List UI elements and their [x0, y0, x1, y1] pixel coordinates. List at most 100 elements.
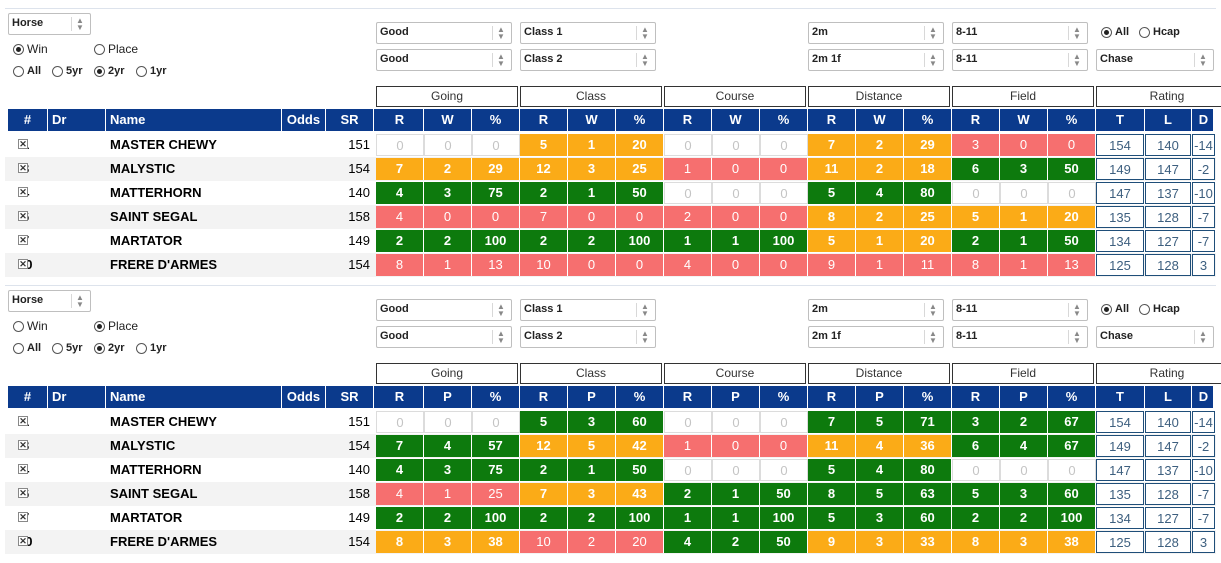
- close-x-box-icon[interactable]: ✕: [18, 259, 28, 269]
- runner-name[interactable]: MARTATOR: [110, 510, 183, 525]
- runner-name[interactable]: MALYSTIC: [110, 438, 176, 453]
- header-going-pct: %: [472, 386, 520, 408]
- distance-select-2[interactable]: 2m 1f ▲ ▼: [808, 49, 944, 71]
- going-select-2[interactable]: Good ▲ ▼: [376, 49, 512, 71]
- close-x-box-icon[interactable]: ✕: [18, 512, 28, 522]
- stat-cell-going: 1: [424, 483, 472, 505]
- runner-name[interactable]: MARTATOR: [110, 233, 183, 248]
- rating-cell-d: -7: [1192, 483, 1215, 505]
- stat-cell-going: 2: [376, 507, 424, 529]
- runner-name[interactable]: FRERE D'ARMES: [110, 534, 218, 549]
- distance-select-2[interactable]: 2m 1f ▲ ▼: [808, 326, 944, 348]
- class-select-2[interactable]: Class 2 ▲ ▼: [520, 49, 656, 71]
- close-x-box-icon[interactable]: ✕: [18, 235, 28, 245]
- stat-cell-class: 5: [568, 435, 616, 457]
- runner-name[interactable]: MASTER CHEWY: [110, 137, 217, 152]
- field-select-2[interactable]: 8-11 ▲ ▼: [952, 326, 1088, 348]
- close-x-box-icon[interactable]: ✕: [18, 488, 28, 498]
- race-type-select[interactable]: Chase ▲ ▼: [1096, 49, 1214, 71]
- runner-name[interactable]: MATTERHORN: [110, 462, 202, 477]
- radio-label: Hcap: [1153, 303, 1180, 315]
- close-x-box-icon[interactable]: ✕: [18, 163, 28, 173]
- result-radio-place[interactable]: Place: [94, 42, 138, 56]
- runner-name[interactable]: MALYSTIC: [110, 161, 176, 176]
- header-rating-t: T: [1096, 109, 1145, 131]
- field-select-1[interactable]: 8-11 ▲ ▼: [952, 22, 1088, 44]
- stat-cell-distance: 5: [856, 483, 904, 505]
- field-select-2[interactable]: 8-11 ▲ ▼: [952, 49, 1088, 71]
- stat-cell-going: 2: [424, 158, 472, 180]
- stat-cell-distance: 80: [904, 182, 952, 204]
- table-row: ✕10FRERE D'ARMES154833810220425093338338…: [5, 530, 1216, 554]
- radio-circle-icon: [94, 320, 105, 332]
- period-radio-1yr[interactable]: 1yr: [136, 342, 167, 354]
- runner-name[interactable]: SAINT SEGAL: [110, 209, 198, 224]
- radio-label: All: [1115, 303, 1130, 315]
- handicap-radio-hcap[interactable]: Hcap: [1139, 303, 1180, 315]
- period-radio-2yr[interactable]: 2yr: [94, 65, 125, 77]
- period-radio-all[interactable]: All: [13, 342, 41, 354]
- race-type-select[interactable]: Chase ▲ ▼: [1096, 326, 1214, 348]
- stat-cell-field: 1: [1000, 206, 1048, 228]
- result-radio-win[interactable]: Win: [13, 319, 48, 333]
- header-course-pct: %: [760, 109, 808, 131]
- result-radio-place[interactable]: Place: [94, 319, 138, 333]
- result-radio-win[interactable]: Win: [13, 42, 48, 56]
- rating-cell-l: 140: [1145, 134, 1191, 156]
- stat-cell-class: 3: [568, 483, 616, 505]
- handicap-radio-all[interactable]: All: [1101, 26, 1129, 38]
- distance-select-1[interactable]: 2m ▲ ▼: [808, 22, 944, 44]
- horse-select[interactable]: Horse ▲ ▼: [8, 13, 91, 35]
- radio-label: Win: [27, 42, 48, 56]
- runner-sr: 140: [348, 185, 370, 200]
- period-radio-all[interactable]: All: [13, 65, 41, 77]
- handicap-radio-all[interactable]: All: [1101, 303, 1129, 315]
- stat-cell-field: 0: [1048, 459, 1096, 481]
- period-radio-2yr[interactable]: 2yr: [94, 342, 125, 354]
- updown-arrow-icon: ▲ ▼: [492, 303, 509, 318]
- handicap-radio-hcap[interactable]: Hcap: [1139, 26, 1180, 38]
- rating-cell-t: 125: [1096, 531, 1144, 553]
- header-rating-l: L: [1145, 109, 1192, 131]
- period-radio-1yr[interactable]: 1yr: [136, 65, 167, 77]
- going-select-1[interactable]: Good ▲ ▼: [376, 22, 512, 44]
- runner-name[interactable]: MASTER CHEWY: [110, 414, 217, 429]
- runner-name[interactable]: FRERE D'ARMES: [110, 257, 218, 272]
- class-select-2[interactable]: Class 2 ▲ ▼: [520, 326, 656, 348]
- runner-name[interactable]: MATTERHORN: [110, 185, 202, 200]
- going-select-2[interactable]: Good ▲ ▼: [376, 326, 512, 348]
- header-class-pct: %: [616, 109, 664, 131]
- radio-circle-icon: [13, 43, 24, 55]
- stat-cell-course: 0: [760, 254, 808, 276]
- horse-select[interactable]: Horse ▲ ▼: [8, 290, 91, 312]
- header-dr: Dr: [48, 386, 106, 408]
- stat-cell-course: 4: [664, 531, 712, 553]
- rating-cell-l: 137: [1145, 459, 1191, 481]
- close-x-box-icon[interactable]: ✕: [18, 536, 28, 546]
- going-select-1[interactable]: Good ▲ ▼: [376, 299, 512, 321]
- class-select-1[interactable]: Class 1 ▲ ▼: [520, 299, 656, 321]
- close-x-box-icon[interactable]: ✕: [18, 416, 28, 426]
- close-x-box-icon[interactable]: ✕: [18, 464, 28, 474]
- field-select-1[interactable]: 8-11 ▲ ▼: [952, 299, 1088, 321]
- stat-cell-course: 0: [664, 182, 712, 204]
- stat-cell-class: 3: [568, 158, 616, 180]
- period-radio-5yr[interactable]: 5yr: [52, 65, 83, 77]
- stat-cell-class: 0: [616, 206, 664, 228]
- class-select-1[interactable]: Class 1 ▲ ▼: [520, 22, 656, 44]
- stat-cell-distance: 63: [904, 483, 952, 505]
- close-x-box-icon[interactable]: ✕: [18, 211, 28, 221]
- period-radio-5yr[interactable]: 5yr: [52, 342, 83, 354]
- radio-label: 5yr: [66, 65, 83, 77]
- runner-name[interactable]: SAINT SEGAL: [110, 486, 198, 501]
- close-x-box-icon[interactable]: ✕: [18, 187, 28, 197]
- stat-cell-distance: 20: [904, 230, 952, 252]
- distance-select-value: 2m 1f: [812, 53, 841, 65]
- distance-select-1[interactable]: 2m ▲ ▼: [808, 299, 944, 321]
- stat-cell-field: 2: [1000, 411, 1048, 433]
- table-row: ✕1MASTER CHEWY15100051200007229300154140…: [5, 133, 1216, 157]
- stat-cell-going: 0: [472, 206, 520, 228]
- close-x-box-icon[interactable]: ✕: [18, 139, 28, 149]
- field-select-value: 8-11: [956, 330, 978, 342]
- close-x-box-icon[interactable]: ✕: [18, 440, 28, 450]
